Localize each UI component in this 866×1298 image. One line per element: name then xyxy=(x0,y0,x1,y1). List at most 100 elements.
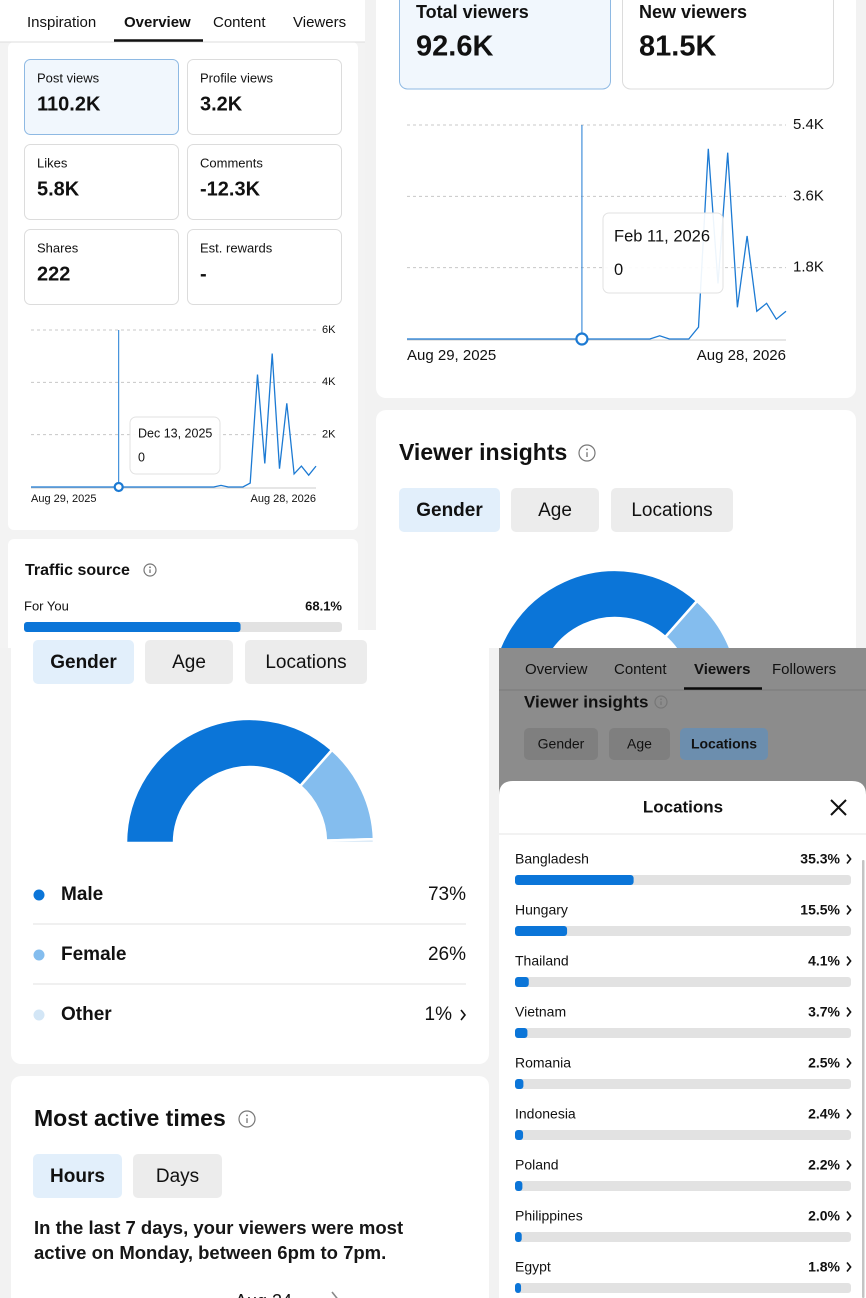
modal-title: Locations xyxy=(643,797,723,816)
chevron-icon xyxy=(460,1009,467,1021)
x-tick-label: Aug 29, 2025 xyxy=(407,347,496,364)
bar-track xyxy=(515,1130,851,1140)
panel xyxy=(376,410,856,670)
chevron-icon xyxy=(846,1109,852,1119)
donut-segment xyxy=(324,837,376,845)
tab-pill xyxy=(524,728,598,760)
stat-label: Est. rewards xyxy=(200,240,273,255)
bar-track xyxy=(515,926,851,936)
bar-value: 2.0% xyxy=(808,1208,840,1224)
y-tick-label: 6K xyxy=(322,324,336,336)
stat-label: Shares xyxy=(37,240,79,255)
tooltip xyxy=(129,416,221,475)
bar-label: Philippines xyxy=(515,1208,583,1224)
legend-value: 73% xyxy=(428,884,466,905)
legend-label: Other xyxy=(61,1004,112,1025)
donut-segment xyxy=(498,568,699,648)
stat-value: 3.2K xyxy=(200,93,243,115)
stat-label: Likes xyxy=(37,155,68,170)
tooltip-value: 0 xyxy=(138,450,145,464)
info-icon xyxy=(246,1114,248,1117)
tab: Days xyxy=(156,1166,199,1187)
tab: Hours xyxy=(50,1166,105,1187)
bar-label: Vietnam xyxy=(515,1004,566,1020)
stat-value: 5.8K xyxy=(37,178,80,200)
bar xyxy=(515,1079,524,1089)
tab-pill xyxy=(680,728,768,760)
data-point xyxy=(575,332,589,346)
info-icon xyxy=(143,563,157,577)
tab: Inspiration xyxy=(27,14,96,31)
stat-label: Total viewers xyxy=(416,2,529,22)
stat-value: 110.2K xyxy=(37,93,101,115)
tab-pill xyxy=(399,488,500,532)
stat-label: New viewers xyxy=(639,2,747,22)
legend-value: 1% xyxy=(425,1004,453,1025)
tab-pill xyxy=(133,1154,222,1198)
active-times-text: In the last 7 days, your viewers were mo… xyxy=(34,1217,404,1263)
bar-label: Poland xyxy=(515,1157,559,1173)
donut-segment xyxy=(124,717,334,845)
modal xyxy=(499,781,866,1298)
bar-value: 4.1% xyxy=(808,953,840,969)
tab-pill xyxy=(33,640,134,684)
bar xyxy=(515,926,568,936)
tab: Locations xyxy=(265,652,346,673)
y-tick-label: 2K xyxy=(322,429,336,441)
bar-value: 68.1% xyxy=(305,598,342,613)
bar xyxy=(515,1028,528,1038)
stat-card xyxy=(24,59,179,135)
panel xyxy=(0,0,365,42)
chevron-icon xyxy=(331,1291,338,1298)
bar-label: Egypt xyxy=(515,1259,551,1275)
x-tick-label: Aug 28, 2026 xyxy=(697,347,786,364)
bar-label: Bangladesh xyxy=(515,851,589,867)
legend-dot xyxy=(33,889,45,901)
bar-track xyxy=(515,1181,851,1191)
bar-track xyxy=(515,1028,851,1038)
stat-card xyxy=(187,229,342,305)
info-icon xyxy=(149,566,151,569)
tab-pill xyxy=(511,488,599,532)
tab-pill xyxy=(609,728,670,760)
tab: Content xyxy=(614,661,667,678)
bar-label: Indonesia xyxy=(515,1106,576,1122)
tab: Content xyxy=(213,14,266,31)
stat-card xyxy=(24,144,179,220)
bar xyxy=(515,875,634,885)
panel xyxy=(11,630,489,1064)
bar xyxy=(515,977,529,987)
panel xyxy=(376,0,856,398)
tab: Age xyxy=(538,500,572,521)
chevron-icon xyxy=(846,1058,852,1068)
tab: Locations xyxy=(691,736,757,752)
stat-label: Profile views xyxy=(200,70,273,85)
legend-label: Male xyxy=(61,884,103,905)
tab: Gender xyxy=(416,500,483,521)
x-tick-label: Aug 28, 2026 xyxy=(251,493,316,505)
bar-track xyxy=(515,1232,851,1242)
bar xyxy=(515,1283,522,1293)
stat-card xyxy=(399,0,611,90)
info-icon xyxy=(654,695,668,709)
legend-dot xyxy=(33,1009,45,1021)
legend-value: 26% xyxy=(428,944,466,965)
bar-value: 1.8% xyxy=(808,1259,840,1275)
info-icon xyxy=(660,698,662,701)
chevron-icon xyxy=(846,956,852,966)
close-icon xyxy=(830,799,847,816)
chevron-icon xyxy=(846,854,852,864)
bar-track xyxy=(515,977,851,987)
bar-value: 2.2% xyxy=(808,1157,840,1173)
stat-card xyxy=(187,59,342,135)
donut-group xyxy=(498,568,732,648)
y-tick-label: 1.8K xyxy=(793,259,824,276)
info-icon xyxy=(586,448,588,451)
tab: Gender xyxy=(538,736,585,752)
tab: Locations xyxy=(631,500,712,521)
stat-card xyxy=(24,229,179,305)
tooltip xyxy=(602,212,724,294)
y-tick-label: 5.4K xyxy=(793,116,824,133)
info-icon xyxy=(578,444,596,462)
